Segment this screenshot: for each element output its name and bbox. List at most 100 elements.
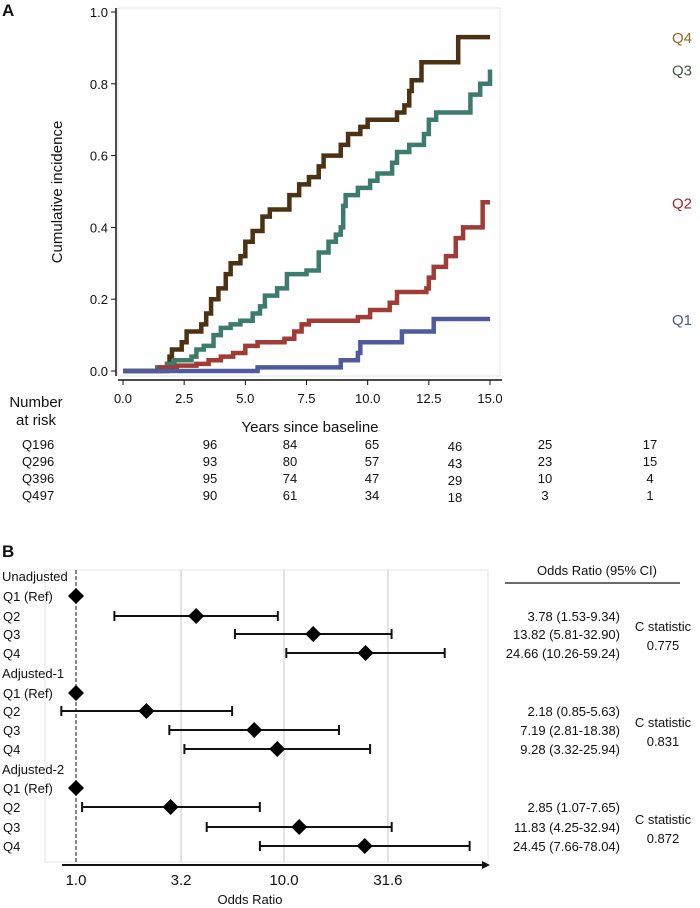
series-label-q2: Q2 [672, 195, 692, 212]
risk-value: 65 [365, 437, 379, 452]
row-label: Q3 [3, 627, 20, 642]
odds-ratio-text: 11.83 (4.25-32.94) [514, 820, 620, 835]
plot-frame [117, 7, 501, 377]
risk-value: 34 [365, 488, 379, 503]
row-label: Q1 (Ref) [3, 686, 53, 701]
odds-ratio-text: 2.18 (0.85-5.63) [527, 704, 620, 719]
series-label-q4: Q4 [672, 30, 692, 47]
risk-value: 74 [283, 471, 297, 486]
risk-value: 25 [538, 437, 552, 452]
row-label: Q2 [3, 609, 20, 624]
odds-ratio-text: 24.45 (7.66-78.04) [513, 839, 620, 854]
row-label: Q4 [3, 839, 20, 854]
risk-value: 4 [646, 471, 653, 486]
risk-row-label: Q2 [22, 454, 39, 469]
odds-ratio-marker [138, 703, 155, 719]
odds-ratio-marker [68, 685, 84, 701]
risk-value: 47 [365, 471, 379, 486]
x-tick-label: 12.5 [416, 391, 441, 406]
c-statistic-label: C statistic [635, 619, 692, 634]
risk-value: 29 [448, 473, 462, 488]
x-tick-label: 31.6 [373, 872, 402, 889]
odds-ratio-text: 9.28 (3.32-25.94) [520, 742, 620, 757]
risk-row-label: Q4 [22, 488, 39, 503]
risk-value: 43 [448, 456, 462, 471]
series-label-q1: Q1 [672, 312, 692, 329]
c-statistic-label: C statistic [635, 715, 692, 730]
row-label: Q1 (Ref) [3, 589, 53, 604]
risk-value: 80 [283, 454, 297, 469]
y-tick-label: 0.4 [90, 220, 108, 235]
odds-ratio-marker [305, 626, 322, 642]
odds-ratio-marker [291, 819, 308, 835]
risk-row-label: Q3 [22, 471, 39, 486]
odds-ratio-text: 13.82 (5.81-32.90) [513, 627, 620, 642]
c-statistic-value: 0.775 [647, 638, 680, 653]
row-label: Q4 [3, 742, 20, 757]
risk-value: 57 [365, 454, 379, 469]
risk-value: 46 [448, 439, 462, 454]
x-tick-label: 15.0 [477, 391, 502, 406]
odds-ratio-marker [356, 838, 373, 854]
x-tick-label: 10.0 [355, 391, 380, 406]
risk-value: 84 [283, 437, 297, 452]
risk-row-label: Q1 [22, 437, 39, 452]
risk-value: 93 [203, 454, 217, 469]
y-tick-label: 0.6 [90, 149, 108, 164]
risk-table-title-line2: at risk [16, 412, 57, 429]
forest-x-axis-label: Odds Ratio [217, 892, 282, 907]
risk-value: 17 [643, 437, 657, 452]
x-tick-label: 2.5 [175, 391, 193, 406]
axis-arrow-icon [482, 861, 490, 869]
series-label-q3: Q3 [672, 62, 692, 79]
odds-ratio-marker [357, 645, 374, 661]
y-tick-label: 1.0 [90, 5, 108, 20]
row-label: Q2 [3, 704, 20, 719]
x-tick-label: 0.0 [114, 391, 132, 406]
y-tick-label: 0.2 [90, 292, 108, 307]
risk-value: 15 [643, 454, 657, 469]
x-tick-label: 5.0 [236, 391, 254, 406]
y-tick-label: 0.0 [90, 364, 108, 379]
row-label: Q2 [3, 800, 20, 815]
risk-value: 10 [538, 471, 552, 486]
risk-value: 95 [203, 471, 217, 486]
series-line-q4 [123, 34, 490, 374]
row-label: Q3 [3, 820, 20, 835]
series-line-q1 [123, 316, 490, 374]
risk-value: 97 [40, 488, 54, 503]
group-label: Adjusted-1 [2, 666, 64, 681]
x-tick-label: 3.2 [171, 872, 192, 889]
c-statistic-value: 0.872 [647, 831, 680, 846]
risk-value: 61 [283, 488, 297, 503]
panel-label-b: B [2, 542, 14, 561]
row-label: Q3 [3, 723, 20, 738]
odds-ratio-marker [269, 741, 286, 757]
odds-ratio-marker [68, 588, 84, 604]
row-label: Q1 (Ref) [3, 781, 53, 796]
c-statistic-label: C statistic [635, 812, 692, 827]
odds-ratio-marker [246, 722, 263, 738]
group-label: Adjusted-2 [2, 762, 64, 777]
km-y-axis-label: Cumulative incidence [49, 121, 66, 264]
risk-value: 23 [538, 454, 552, 469]
odds-ratio-marker [68, 780, 84, 796]
risk-value: 96 [40, 471, 54, 486]
risk-value: 96 [40, 454, 54, 469]
risk-table-title-line1: Number [9, 394, 62, 411]
panel-label-a: A [2, 1, 14, 20]
km-x-axis-label: Years since baseline [241, 419, 378, 436]
odds-ratio-marker [162, 799, 179, 815]
odds-ratio-text: 24.66 (10.26-59.24) [506, 646, 620, 661]
y-tick-label: 0.8 [90, 77, 108, 92]
forest-frame [44, 569, 489, 863]
odds-ratio-text: 2.85 (1.07-7.65) [527, 800, 620, 815]
odds-ratio-marker [188, 608, 205, 624]
risk-value: 96 [203, 437, 217, 452]
odds-ratio-text: 3.78 (1.53-9.34) [527, 609, 620, 624]
risk-value: 18 [448, 490, 462, 505]
risk-value: 90 [203, 488, 217, 503]
group-label: Unadjusted [2, 569, 68, 584]
